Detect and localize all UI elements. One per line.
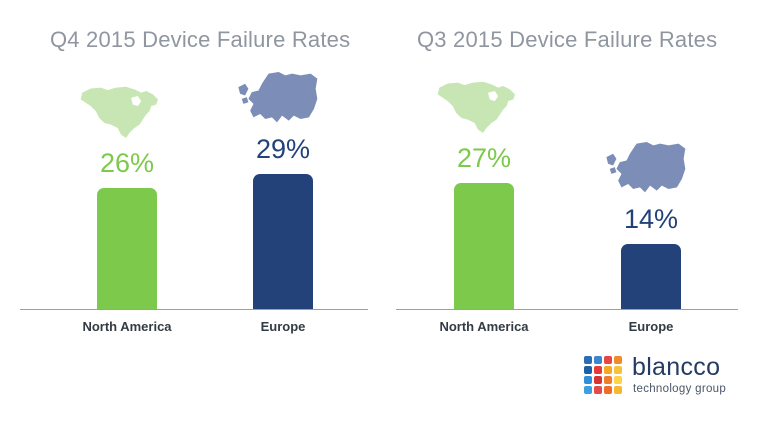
logo-mark-square bbox=[614, 386, 622, 394]
logo-mark-icon bbox=[584, 356, 626, 398]
value-label: 27% bbox=[456, 143, 512, 173]
bar-north-america bbox=[97, 188, 157, 309]
europe-map-icon bbox=[238, 71, 318, 123]
value-label: 26% bbox=[99, 148, 155, 178]
chart-title: Q4 2015 Device Failure Rates bbox=[50, 27, 351, 52]
value-label: 29% bbox=[255, 134, 311, 164]
logo-mark-square bbox=[584, 376, 592, 384]
logo-mark-square bbox=[594, 366, 602, 374]
europe-map-icon bbox=[606, 141, 686, 193]
logo-mark-square bbox=[584, 356, 592, 364]
logo-mark-square bbox=[614, 376, 622, 384]
x-axis-baseline bbox=[20, 309, 368, 310]
logo-mark-square bbox=[604, 386, 612, 394]
logo-mark-square bbox=[584, 386, 592, 394]
category-label: Europe bbox=[260, 319, 306, 334]
chart-title: Q3 2015 Device Failure Rates bbox=[417, 27, 718, 52]
logo-mark-square bbox=[584, 366, 592, 374]
logo-mark-square bbox=[614, 356, 622, 364]
category-label: North America bbox=[439, 319, 529, 334]
logo-mark-square bbox=[594, 356, 602, 364]
x-axis-baseline bbox=[396, 309, 738, 310]
north-america-map-icon bbox=[80, 86, 158, 139]
category-label: Europe bbox=[628, 319, 674, 334]
bar-europe bbox=[253, 174, 313, 309]
logo-mark-square bbox=[604, 366, 612, 374]
north-america-map-icon bbox=[437, 81, 515, 134]
logo-name: blancco bbox=[632, 353, 721, 381]
blancco-logo: blancco technology group bbox=[584, 353, 754, 400]
logo-tagline: technology group bbox=[633, 383, 727, 395]
bar-north-america bbox=[454, 183, 514, 309]
logo-mark-square bbox=[604, 376, 612, 384]
category-label: North America bbox=[82, 319, 172, 334]
logo-mark-square bbox=[594, 376, 602, 384]
logo-mark-square bbox=[604, 356, 612, 364]
bar-europe bbox=[621, 244, 681, 309]
logo-mark-square bbox=[614, 366, 622, 374]
value-label: 14% bbox=[623, 204, 679, 234]
logo-mark-square bbox=[594, 386, 602, 394]
